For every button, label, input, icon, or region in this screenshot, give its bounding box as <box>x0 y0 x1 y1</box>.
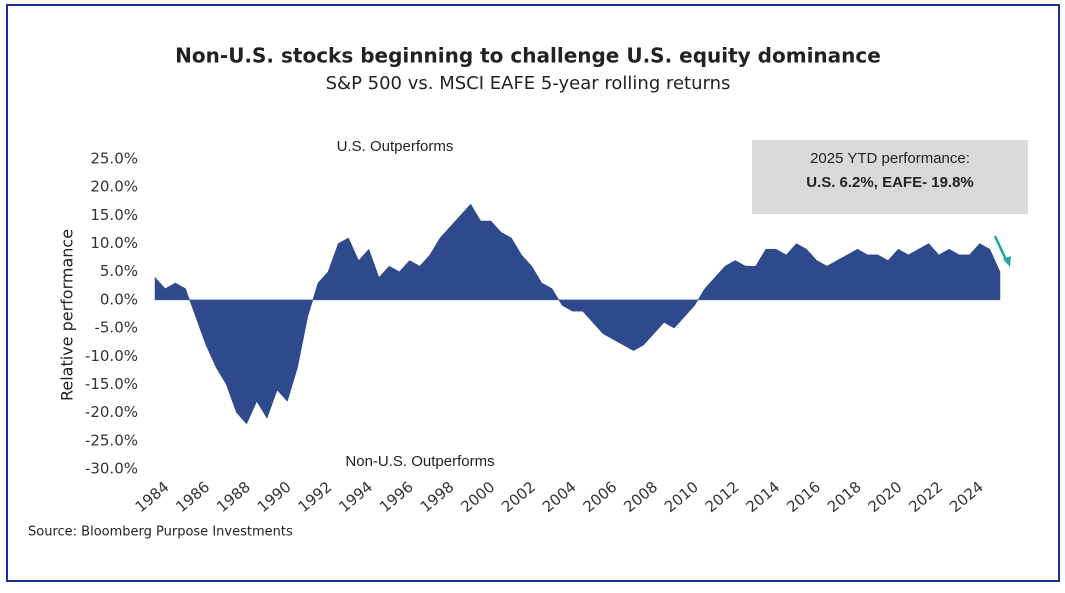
y-tick-label: 10.0% <box>90 234 138 252</box>
y-tick-label: 5.0% <box>100 262 138 280</box>
y-tick-label: 0.0% <box>100 290 138 308</box>
annotation-top: U.S. Outperforms <box>337 138 454 155</box>
y-tick-label: -15.0% <box>85 375 138 393</box>
y-tick-label: -20.0% <box>85 403 138 421</box>
y-tick-label: -30.0% <box>85 460 138 478</box>
callout-line: 2025 YTD performance: <box>810 150 970 167</box>
y-tick-label: 20.0% <box>90 178 138 196</box>
area <box>154 203 1001 425</box>
y-tick-label: 15.0% <box>90 206 138 224</box>
y-tick-label: -10.0% <box>85 347 138 365</box>
annotation-bottom: Non-U.S. Outperforms <box>345 453 494 470</box>
y-axis-label: Relative performance <box>58 229 77 401</box>
y-tick-label: -5.0% <box>94 319 138 337</box>
callout-box <box>752 140 1028 214</box>
arrow <box>993 235 1009 263</box>
arrow-head <box>1003 256 1011 267</box>
y-tick-label: 25.0% <box>90 150 138 168</box>
chart-subtitle: S&P 500 vs. MSCI EAFE 5-year rolling ret… <box>326 73 731 94</box>
source: Source: Bloomberg Purpose Investments <box>28 525 293 540</box>
chart-title: Non-U.S. stocks beginning to challenge U… <box>175 44 881 68</box>
y-tick-label: -25.0% <box>85 431 138 449</box>
callout-line: U.S. 6.2%, EAFE- 19.8% <box>806 174 974 191</box>
